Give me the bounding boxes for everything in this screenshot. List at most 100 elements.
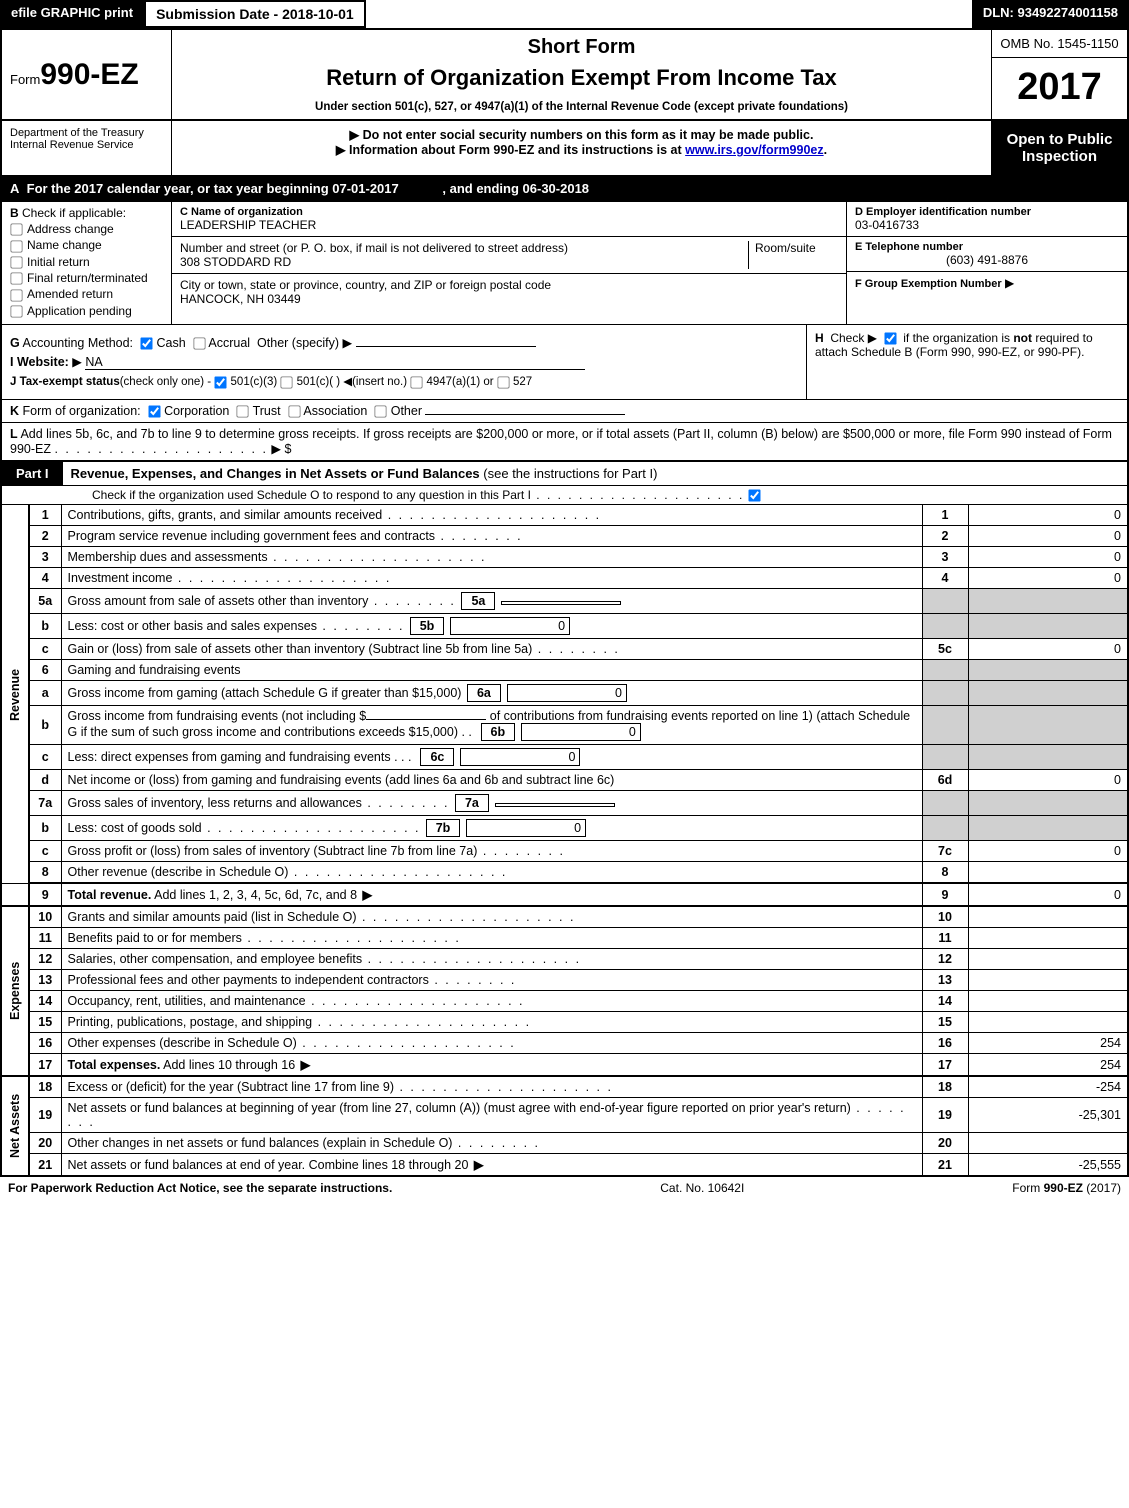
department-cell: Department of the Treasury Internal Reve… xyxy=(2,121,172,175)
chk-accrual[interactable] xyxy=(193,337,205,349)
chk-application-pending[interactable]: Application pending xyxy=(10,304,163,318)
line-19-num: 19 xyxy=(29,1098,61,1133)
line-8-desc: Other revenue (describe in Schedule O) xyxy=(61,862,922,884)
line-5c-amt: 0 xyxy=(968,639,1128,660)
line-13-desc: Professional fees and other payments to … xyxy=(61,970,922,991)
short-form-title: Short Form xyxy=(180,36,983,59)
line-10-num: 10 xyxy=(29,906,61,928)
row-a-prefix: A xyxy=(10,181,19,196)
line-21-amt: -25,555 xyxy=(968,1154,1128,1177)
line-6c-desc: Less: direct expenses from gaming and fu… xyxy=(61,745,922,770)
k-text: Form of organization: xyxy=(23,404,141,418)
city-label: City or town, state or province, country… xyxy=(180,278,838,292)
f-arrow: ▶ xyxy=(1005,276,1014,290)
chk-schedule-o[interactable] xyxy=(748,489,760,501)
line-13-amt xyxy=(968,970,1128,991)
street-address: 308 STODDARD RD xyxy=(180,255,748,269)
part1-table: Revenue 1 Contributions, gifts, grants, … xyxy=(0,505,1129,1177)
line-6a-num: a xyxy=(29,681,61,706)
line-7a-num: 7a xyxy=(29,791,61,816)
right-header-cell: OMB No. 1545-1150 2017 xyxy=(992,30,1127,119)
org-name: LEADERSHIP TEACHER xyxy=(180,218,838,232)
line-2-desc: Program service revenue including govern… xyxy=(61,526,922,547)
line-3-num: 3 xyxy=(29,547,61,568)
line-5a-shade2 xyxy=(968,589,1128,614)
chk-name-change[interactable]: Name change xyxy=(10,238,163,252)
section-k: K Form of organization: Corporation Trus… xyxy=(0,399,1129,422)
line-14-amt xyxy=(968,991,1128,1012)
line-6d-amt: 0 xyxy=(968,770,1128,791)
instruction-1: Do not enter social security numbers on … xyxy=(202,127,961,142)
line-6-desc: Gaming and fundraising events xyxy=(61,660,922,681)
chk-cash[interactable] xyxy=(140,337,152,349)
chk-amended-return[interactable]: Amended return xyxy=(10,287,163,301)
line-16-num: 16 xyxy=(29,1033,61,1054)
chk-initial-return[interactable]: Initial return xyxy=(10,255,163,269)
side-net-assets: Net Assets xyxy=(1,1076,29,1176)
b-label: B xyxy=(10,206,19,220)
instruction-2: Information about Form 990-EZ and its in… xyxy=(202,142,961,157)
omb-number: OMB No. 1545-1150 xyxy=(992,30,1127,58)
l-label: L xyxy=(10,427,18,441)
line-17-num: 17 xyxy=(29,1054,61,1077)
g-label: G xyxy=(10,336,20,350)
chk-527[interactable] xyxy=(497,376,509,388)
i-website-label: I Website: xyxy=(10,355,69,369)
submission-date-label: Submission Date - 2018-10-01 xyxy=(144,0,366,28)
j-tax-exempt-label: J Tax-exempt status xyxy=(10,376,120,388)
line-5c-num: c xyxy=(29,639,61,660)
line-19-box: 19 xyxy=(922,1098,968,1133)
line-16-box: 16 xyxy=(922,1033,968,1054)
website-value: NA xyxy=(85,355,585,370)
line-20-amt xyxy=(968,1133,1128,1154)
part1-title: Revenue, Expenses, and Changes in Net As… xyxy=(63,462,1127,485)
line-20-desc: Other changes in net assets or fund bala… xyxy=(61,1133,922,1154)
line-11-box: 11 xyxy=(922,928,968,949)
chk-schedule-b[interactable] xyxy=(884,333,896,345)
chk-4947[interactable] xyxy=(411,376,423,388)
chk-501c[interactable] xyxy=(281,376,293,388)
line-14-desc: Occupancy, rent, utilities, and maintena… xyxy=(61,991,922,1012)
part1-tab: Part I xyxy=(2,462,63,485)
line-10-amt xyxy=(968,906,1128,928)
line-6-num: 6 xyxy=(29,660,61,681)
line-3-desc: Membership dues and assessments xyxy=(61,547,922,568)
room-suite-label: Room/suite xyxy=(748,241,838,269)
line-9-num: 9 xyxy=(29,883,61,906)
line-8-num: 8 xyxy=(29,862,61,884)
line-18-num: 18 xyxy=(29,1076,61,1098)
line-16-amt: 254 xyxy=(968,1033,1128,1054)
line-21-desc: Net assets or fund balances at end of ye… xyxy=(61,1154,922,1177)
line-11-desc: Benefits paid to or for members xyxy=(61,928,922,949)
line-5c-box: 5c xyxy=(922,639,968,660)
line-7c-desc: Gross profit or (loss) from sales of inv… xyxy=(61,841,922,862)
line-3-box: 3 xyxy=(922,547,968,568)
line-8-amt xyxy=(968,862,1128,884)
line-11-amt xyxy=(968,928,1128,949)
chk-final-return[interactable]: Final return/terminated xyxy=(10,271,163,285)
line-6c-num: c xyxy=(29,745,61,770)
line-13-box: 13 xyxy=(922,970,968,991)
line-13-num: 13 xyxy=(29,970,61,991)
d-ein-label: D Employer identification number xyxy=(855,206,1119,218)
instructions-link[interactable]: www.irs.gov/form990ez xyxy=(685,143,823,157)
efile-print-button[interactable]: efile GRAPHIC print xyxy=(0,0,144,28)
line-6b-num: b xyxy=(29,706,61,745)
line-14-num: 14 xyxy=(29,991,61,1012)
chk-trust[interactable] xyxy=(237,405,249,417)
line-19-amt: -25,301 xyxy=(968,1098,1128,1133)
row-a-text: For the 2017 calendar year, or tax year … xyxy=(27,181,399,196)
title-cell: Short Form Return of Organization Exempt… xyxy=(172,30,992,119)
line-17-amt: 254 xyxy=(968,1054,1128,1077)
line-20-num: 20 xyxy=(29,1133,61,1154)
chk-address-change[interactable]: Address change xyxy=(10,222,163,236)
chk-association[interactable] xyxy=(288,405,300,417)
chk-501c3[interactable] xyxy=(215,376,227,388)
chk-corporation[interactable] xyxy=(148,405,160,417)
h-check: Check ▶ xyxy=(830,331,877,345)
k-label: K xyxy=(10,404,19,418)
chk-other-org[interactable] xyxy=(375,405,387,417)
line-7a-desc: Gross sales of inventory, less returns a… xyxy=(61,791,922,816)
line-5b-desc: Less: cost or other basis and sales expe… xyxy=(61,614,922,639)
line-6d-num: d xyxy=(29,770,61,791)
